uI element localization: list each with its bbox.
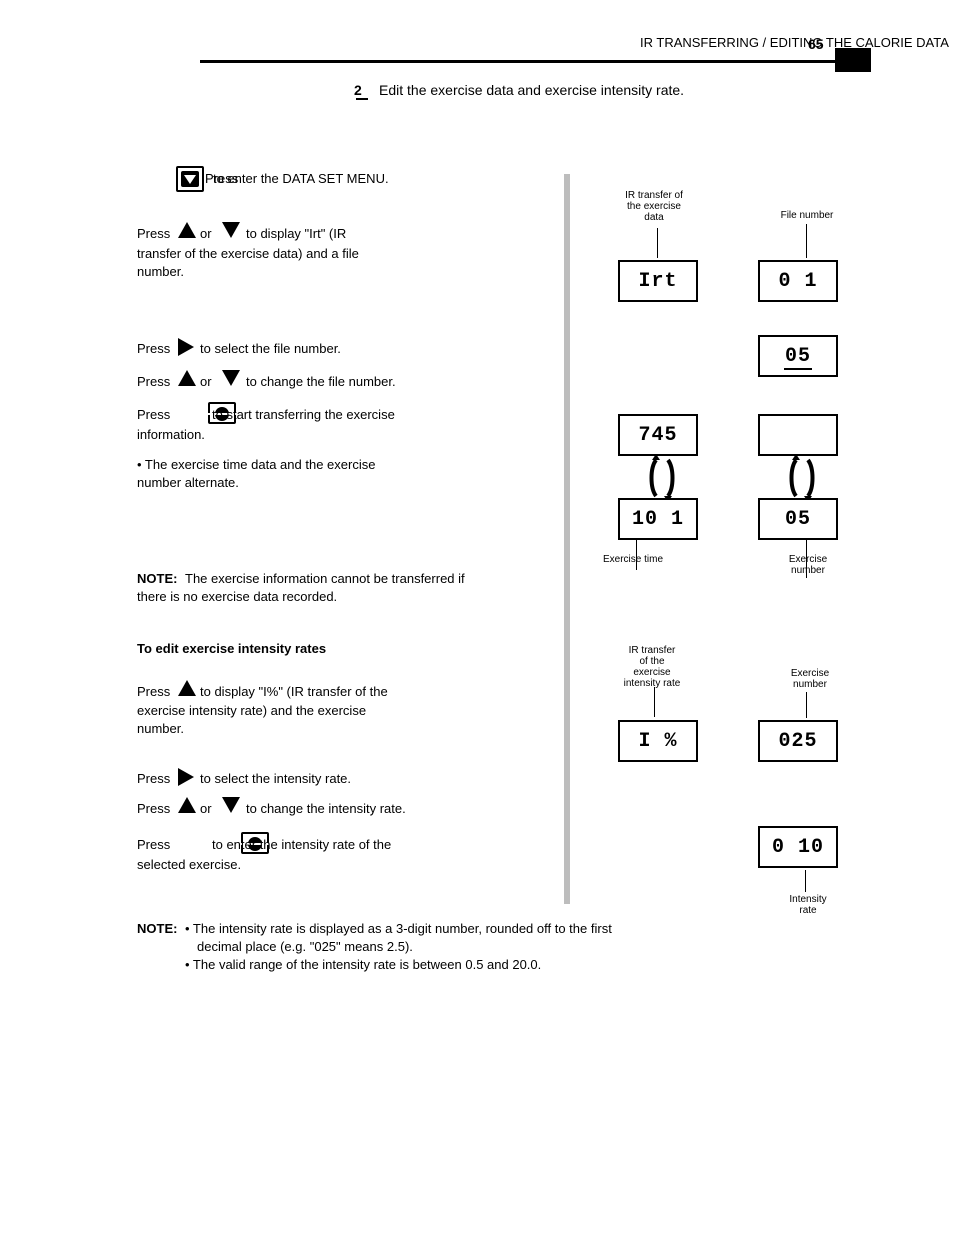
text: to start transferring the exercise <box>212 406 395 423</box>
text: to change the intensity rate. <box>246 800 406 817</box>
leader-line <box>806 224 807 258</box>
text: number alternate. <box>137 474 239 491</box>
leader-line <box>636 540 637 570</box>
lcd-i-percent: I % <box>618 720 698 762</box>
leader-line <box>806 540 807 578</box>
lcd-exercise-number-b: 05 <box>758 498 838 540</box>
note2: decimal place (e.g. "025" means 2.5). <box>197 938 413 955</box>
lcd-intensity-exnum: 025 <box>758 720 838 762</box>
text: • The exercise time data and the exercis… <box>137 456 375 473</box>
diagram-label: IR transferof theexerciseintensity rate <box>610 645 694 689</box>
section-b-title: To edit exercise intensity rates <box>137 640 326 657</box>
text: Press <box>137 406 170 423</box>
text: selected exercise. <box>137 856 241 873</box>
diagram-label: File number <box>767 210 847 221</box>
running-header: IR TRANSFERRING / EDITING THE CALORIE DA… <box>640 35 949 50</box>
diagram-label: IR transfer ofthe exercisedata <box>614 190 694 223</box>
up-arrow-icon <box>178 680 196 696</box>
alternate-icon <box>648 454 676 502</box>
text: Press <box>137 225 170 242</box>
diagram-label: Intensityrate <box>778 894 838 916</box>
text: Press <box>137 800 170 817</box>
lcd-blank <box>758 414 838 456</box>
diagram-label: Exercisenumber <box>768 554 848 576</box>
text: to display "I%" (IR transfer of the <box>200 683 388 700</box>
text: or <box>200 225 212 242</box>
lcd-file-selected: 05 <box>758 335 838 377</box>
text: Press <box>137 836 170 853</box>
note: The exercise information cannot be trans… <box>185 570 465 587</box>
text: number. <box>137 720 184 737</box>
text: or <box>200 800 212 817</box>
diagram-label: Exercisenumber <box>770 668 850 690</box>
side-tab <box>835 48 871 72</box>
down-arrow-icon <box>222 222 240 238</box>
up-arrow-icon <box>178 222 196 238</box>
lcd-file-number: 0 1 <box>758 260 838 302</box>
memo-scroll-icon <box>176 166 204 192</box>
lcd-irt: Irt <box>618 260 698 302</box>
diagram-label: Exercise time <box>600 554 666 565</box>
note2: • The intensity rate is displayed as a 3… <box>185 920 612 937</box>
leader-line <box>657 228 658 258</box>
note2-lead: NOTE: <box>137 920 177 937</box>
leader-line <box>805 870 806 892</box>
up-arrow-icon <box>178 797 196 813</box>
section-title: Edit the exercise data and exercise inte… <box>379 82 684 98</box>
text: information. <box>137 426 205 443</box>
text: Press <box>137 340 170 357</box>
section-number: 2 <box>354 82 362 98</box>
text: transfer of the exercise data) and a fil… <box>137 245 359 262</box>
text: Press <box>137 770 170 787</box>
down-arrow-icon <box>222 797 240 813</box>
text: Press <box>137 373 170 390</box>
text: exercise intensity rate) and the exercis… <box>137 702 366 719</box>
section-underline <box>356 98 368 100</box>
divider-rail <box>564 174 570 904</box>
page-number: 65 <box>808 36 824 52</box>
header-rule <box>200 60 850 63</box>
leader-line <box>654 687 655 717</box>
text: number. <box>137 263 184 280</box>
text: to change the file number. <box>246 373 396 390</box>
lcd-exercise-number-a: 10 1 <box>618 498 698 540</box>
alternate-icon <box>788 454 816 502</box>
text: to enter the DATA SET MENU. <box>213 170 389 187</box>
right-arrow-icon <box>178 338 194 356</box>
text: Press <box>137 683 170 700</box>
right-arrow-icon <box>178 768 194 786</box>
up-arrow-icon <box>178 370 196 386</box>
lcd-intensity-rate: 0 10 <box>758 826 838 868</box>
note2: • The valid range of the intensity rate … <box>185 956 541 973</box>
note: there is no exercise data recorded. <box>137 588 337 605</box>
text: to enter the intensity rate of the <box>212 836 391 853</box>
leader-line <box>806 692 807 718</box>
down-arrow-icon <box>222 370 240 386</box>
text: or <box>200 373 212 390</box>
text: to select the file number. <box>200 340 341 357</box>
lcd-exercise-time: 745 <box>618 414 698 456</box>
text: to select the intensity rate. <box>200 770 351 787</box>
note-lead: NOTE: <box>137 570 177 587</box>
text: to display "Irt" (IR <box>246 225 346 242</box>
